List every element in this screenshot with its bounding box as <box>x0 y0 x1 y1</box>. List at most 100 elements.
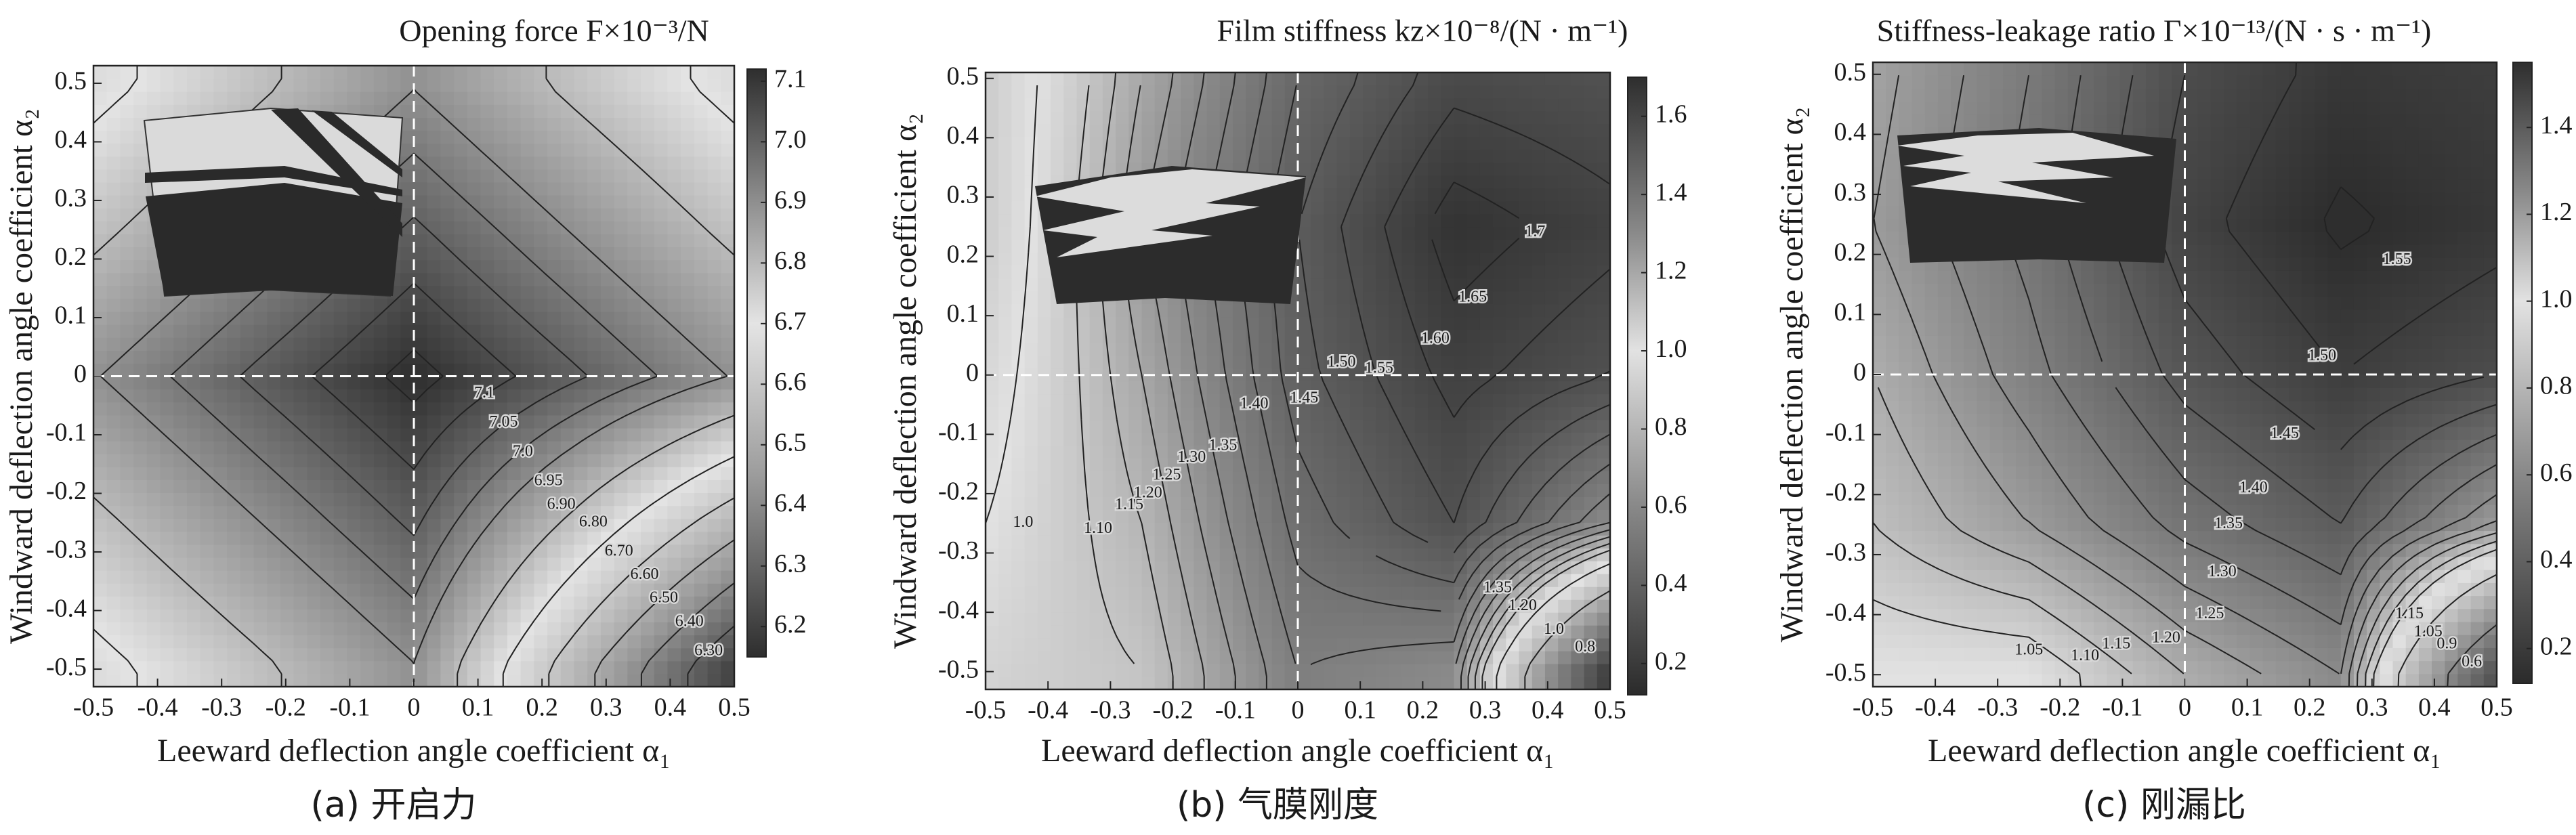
field-cell <box>1454 393 1468 408</box>
field-cell <box>1951 621 1964 635</box>
field-cell <box>694 414 709 429</box>
field-cell <box>133 376 148 390</box>
field-cell <box>998 638 1013 651</box>
field-cell <box>1466 548 1481 561</box>
field-cell <box>2405 660 2420 675</box>
field-cell <box>1311 85 1325 99</box>
field-cell <box>1206 149 1221 163</box>
field-cell <box>2159 647 2172 662</box>
field-cell <box>1571 303 1585 318</box>
field-cell <box>427 518 442 532</box>
field-cell <box>400 350 415 364</box>
field-cell <box>1376 123 1390 137</box>
field-cell <box>106 441 121 454</box>
field-cell <box>307 91 321 105</box>
field-cell <box>1102 393 1116 408</box>
field-cell <box>1284 136 1298 150</box>
field-cell <box>1924 621 1939 635</box>
field-cell <box>1479 458 1494 471</box>
field-cell <box>200 427 214 442</box>
field-cell <box>414 130 428 144</box>
field-cell <box>641 647 655 662</box>
field-cell <box>1206 110 1221 125</box>
field-cell <box>1428 638 1441 651</box>
field-cell <box>2405 647 2420 662</box>
field-cell <box>333 79 348 92</box>
field-cell <box>2094 621 2107 635</box>
field-cell <box>1519 72 1533 86</box>
field-cell <box>1506 406 1520 421</box>
field-cell <box>721 285 735 299</box>
field-cell <box>707 531 721 545</box>
field-cell <box>200 622 214 636</box>
field-cell <box>1089 548 1103 561</box>
field-cell <box>173 622 188 636</box>
field-cell <box>400 609 415 623</box>
field-cell <box>160 647 174 662</box>
field-cell <box>427 635 442 649</box>
field-cell <box>681 635 695 649</box>
field-cell <box>1937 635 1951 648</box>
field-cell <box>1271 548 1286 561</box>
field-cell <box>1389 149 1403 163</box>
field-cell <box>2107 621 2121 635</box>
field-cell <box>360 518 375 532</box>
field-cell <box>2457 635 2472 648</box>
field-cell <box>400 479 415 494</box>
field-cell <box>641 479 655 494</box>
field-cell <box>440 350 455 364</box>
field-cell <box>1284 548 1298 561</box>
field-cell <box>507 492 522 507</box>
field-cell <box>547 298 562 312</box>
field-cell <box>1336 548 1351 561</box>
field-cell <box>1116 651 1129 664</box>
field-cell <box>721 104 735 119</box>
field-cell <box>2327 595 2342 609</box>
field-cell <box>1037 548 1051 561</box>
field-cell <box>1011 342 1026 356</box>
field-cell <box>186 441 201 454</box>
field-cell <box>1102 342 1116 356</box>
field-cell <box>1311 303 1325 318</box>
field-cell <box>320 518 335 532</box>
field-cell <box>614 130 628 144</box>
field-cell <box>507 609 522 623</box>
field-cell <box>1246 548 1259 561</box>
field-cell <box>2016 608 2029 622</box>
field-cell <box>1011 548 1026 561</box>
field-cell <box>1024 561 1038 574</box>
field-cell <box>600 104 615 119</box>
field-cell <box>1037 625 1051 639</box>
field-cell <box>93 505 108 519</box>
field-cell <box>1336 291 1351 305</box>
field-cell <box>2380 621 2394 635</box>
field-cell <box>1024 303 1038 318</box>
field-cell <box>2224 595 2237 609</box>
field-cell <box>93 195 108 209</box>
field-cell <box>2224 660 2237 675</box>
field-cell <box>1181 471 1194 484</box>
field-cell <box>146 635 161 649</box>
field-cell <box>307 596 321 609</box>
field-cell <box>998 496 1013 510</box>
field-cell <box>440 156 455 170</box>
field-cell <box>1311 72 1325 86</box>
field-cell <box>1051 316 1064 330</box>
field-cell <box>213 622 228 636</box>
field-cell <box>1011 677 1026 690</box>
field-cell <box>1506 368 1520 382</box>
field-cell <box>1219 85 1233 99</box>
field-cell <box>534 298 548 312</box>
field-cell <box>1964 647 1978 662</box>
field-cell <box>986 651 999 664</box>
field-cell <box>227 596 241 609</box>
field-cell <box>293 79 308 92</box>
field-cell <box>106 427 121 442</box>
field-cell <box>1284 471 1298 484</box>
field-cell <box>1363 188 1376 202</box>
field-cell <box>1037 110 1051 125</box>
field-cell <box>507 66 522 79</box>
field-cell <box>627 363 641 377</box>
field-cell <box>587 130 601 144</box>
